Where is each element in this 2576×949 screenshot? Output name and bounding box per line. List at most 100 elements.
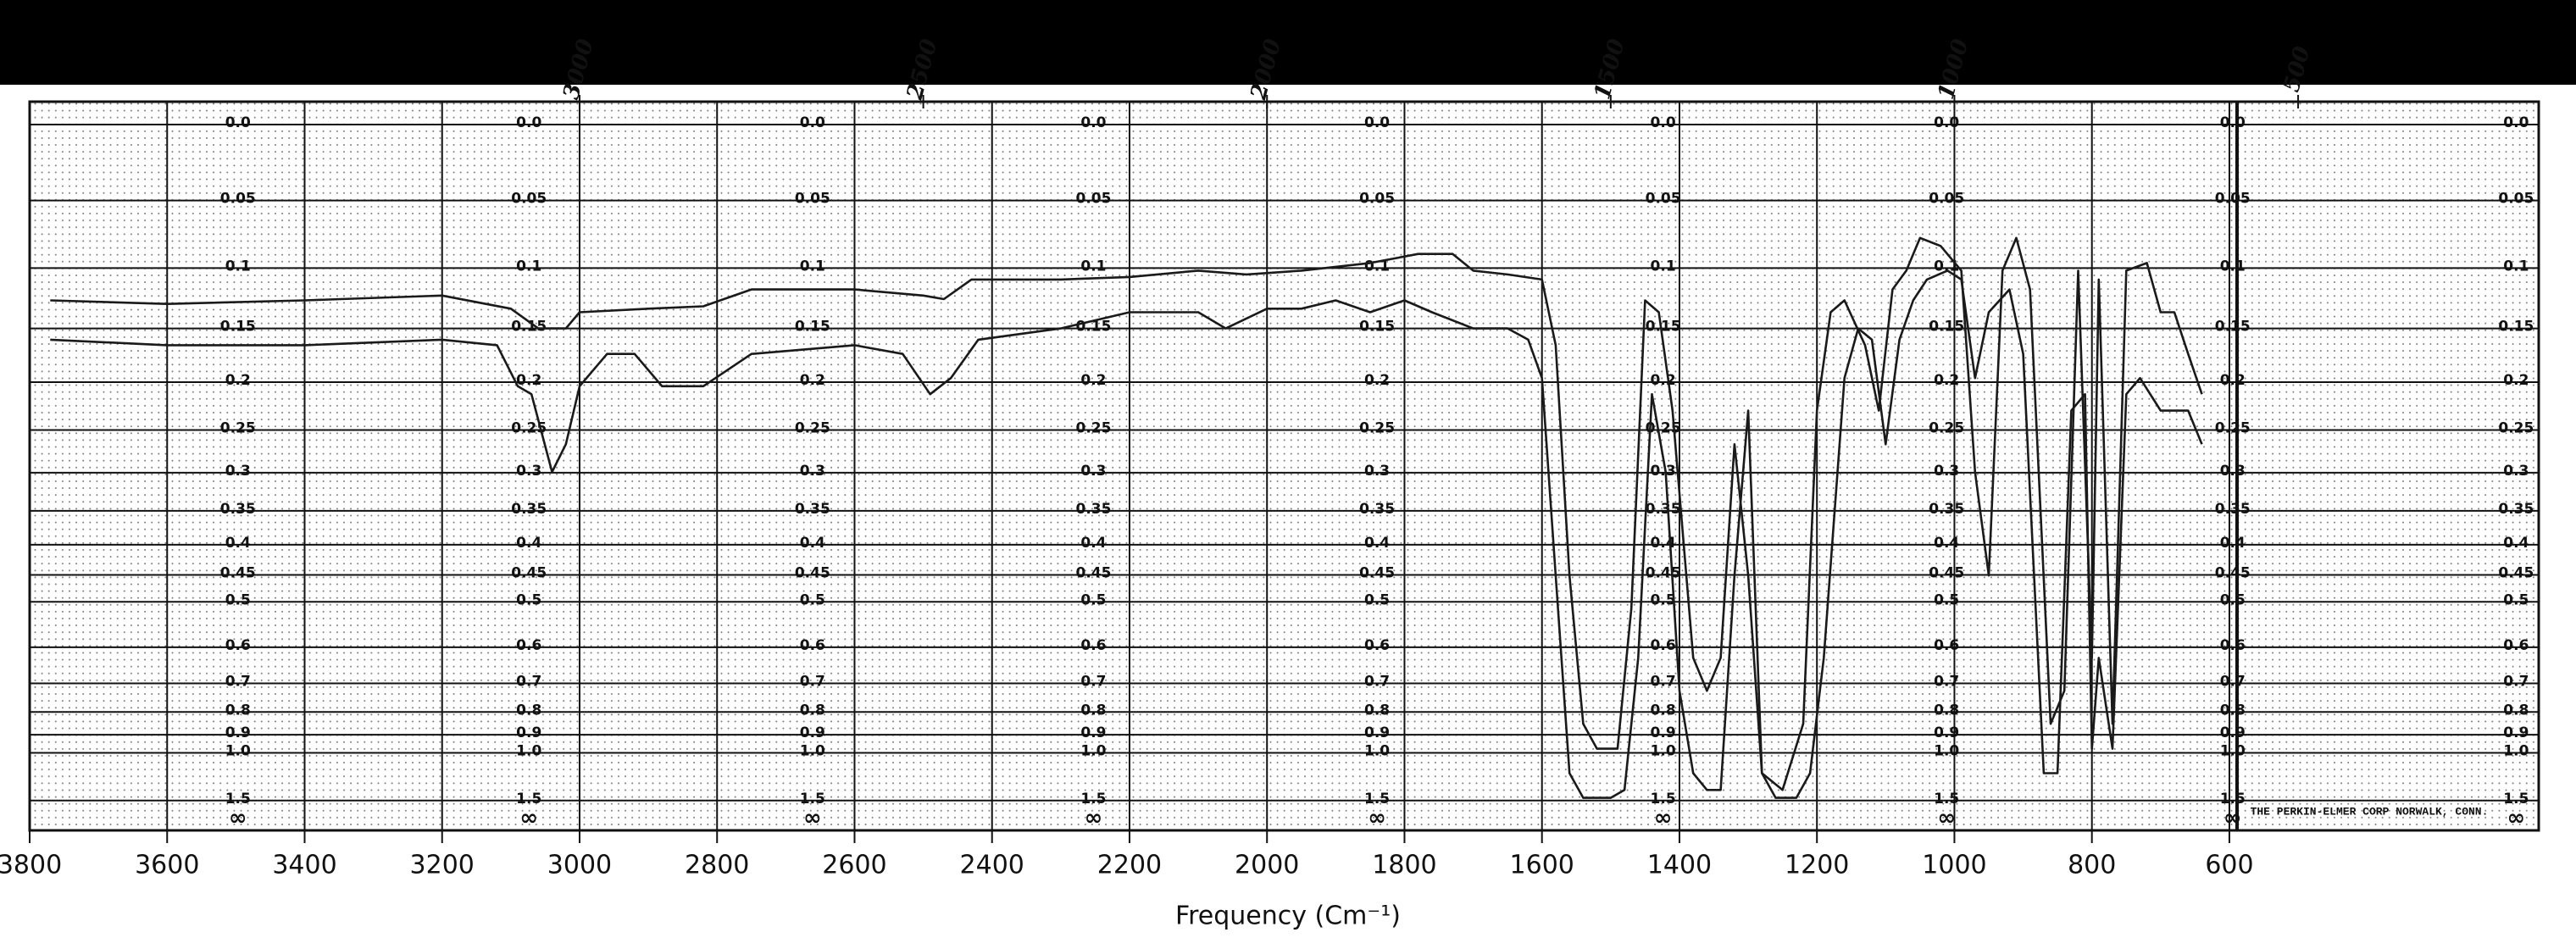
y-infinity-label: ∞ — [1654, 806, 1673, 831]
y-tick-label: 0.0 — [225, 114, 251, 131]
y-tick-label: 1.5 — [2220, 791, 2246, 807]
y-tick-label: 0.05 — [2498, 191, 2534, 208]
y-infinity-label: ∞ — [229, 806, 247, 831]
y-tick-label: 0.7 — [516, 673, 541, 690]
y-tick-label: 0.05 — [795, 191, 830, 208]
y-tick-label: 0.9 — [2220, 724, 2246, 741]
y-tick-label: 0.25 — [1359, 420, 1395, 437]
y-tick-label: 0.1 — [800, 258, 825, 275]
y-tick-label: 1.0 — [1364, 742, 1390, 759]
y-tick-label: 0.9 — [2503, 724, 2529, 741]
y-tick-label: 0.35 — [220, 501, 256, 518]
y-tick-label: 0.1 — [2220, 258, 2246, 275]
y-tick-label: 0.25 — [511, 420, 547, 437]
y-tick-label: 0.2 — [1364, 372, 1390, 389]
y-tick-label: 0.25 — [2215, 420, 2251, 437]
y-tick-label: 1.0 — [225, 742, 251, 759]
y-tick-label: 0.45 — [1359, 565, 1395, 582]
scan-border — [0, 0, 2576, 85]
y-tick-label: 0.35 — [2215, 501, 2251, 518]
y-tick-label: 0.9 — [1080, 724, 1106, 741]
y-tick-label: 0.15 — [1646, 319, 1681, 336]
y-infinity-label: ∞ — [1368, 806, 1386, 831]
x-tick-label: 2800 — [685, 851, 749, 880]
y-tick-label: 0.2 — [516, 372, 541, 389]
y-tick-label: 0.6 — [1364, 637, 1390, 654]
x-tick-label: 800 — [2068, 851, 2116, 880]
y-infinity-label: ∞ — [2223, 806, 2242, 831]
y-tick-label: 0.15 — [795, 319, 830, 336]
y-tick-label: 0.5 — [1080, 591, 1106, 608]
y-tick-label: 0.7 — [1934, 673, 1959, 690]
y-tick-label: 0.7 — [225, 673, 251, 690]
y-tick-label: 0.4 — [516, 535, 541, 552]
y-tick-label: 0.25 — [795, 420, 830, 437]
y-tick-label: 1.0 — [2220, 742, 2246, 759]
y-tick-label: 0.05 — [220, 191, 256, 208]
y-tick-label: 0.1 — [1934, 258, 1959, 275]
y-tick-label: 0.3 — [800, 463, 825, 480]
y-tick-label: 0.8 — [516, 702, 541, 719]
y-tick-label: 0.45 — [2215, 565, 2251, 582]
y-tick-label: 0.4 — [2220, 535, 2246, 552]
y-tick-label: 0.5 — [1364, 591, 1390, 608]
y-tick-label: 0.2 — [225, 372, 251, 389]
y-tick-label: 0.15 — [220, 319, 256, 336]
y-tick-label: 0.2 — [1651, 372, 1676, 389]
y-tick-label: 1.5 — [516, 791, 541, 807]
x-tick-label: 1400 — [1647, 851, 1712, 880]
y-tick-label: 0.25 — [1646, 420, 1681, 437]
y-tick-label: 1.5 — [225, 791, 251, 807]
y-tick-label: 0.2 — [2220, 372, 2246, 389]
y-tick-label: 0.4 — [1080, 535, 1106, 552]
y-tick-label: 0.15 — [2498, 319, 2534, 336]
y-tick-label: 0.7 — [1364, 673, 1390, 690]
y-tick-label: 1.5 — [1080, 791, 1106, 807]
y-tick-label: 1.0 — [516, 742, 541, 759]
y-tick-label: 0.1 — [1651, 258, 1676, 275]
y-tick-label: 0.0 — [1080, 114, 1106, 131]
y-tick-label: 1.5 — [1364, 791, 1390, 807]
y-infinity-label: ∞ — [1937, 806, 1956, 831]
y-tick-label: 0.25 — [1929, 420, 1964, 437]
y-tick-label: 0.3 — [1651, 463, 1676, 480]
x-tick-label: 3200 — [410, 851, 475, 880]
y-tick-label: 0.7 — [1651, 673, 1676, 690]
y-tick-label: 0.35 — [511, 501, 547, 518]
y-tick-label: 0.0 — [1934, 114, 1959, 131]
y-tick-label: 0.45 — [2498, 565, 2534, 582]
y-tick-label: 1.5 — [1934, 791, 1959, 807]
y-tick-label: 0.7 — [800, 673, 825, 690]
x-tick-label: 1800 — [1372, 851, 1436, 880]
y-tick-label: 0.8 — [1080, 702, 1106, 719]
y-tick-label: 1.0 — [2503, 742, 2529, 759]
y-tick-label: 0.8 — [2503, 702, 2529, 719]
y-tick-label: 0.5 — [225, 591, 251, 608]
y-tick-label: 0.0 — [2503, 114, 2529, 131]
y-tick-label: 0.9 — [1934, 724, 1959, 741]
y-tick-label: 0.3 — [1934, 463, 1959, 480]
y-tick-label: 0.9 — [516, 724, 541, 741]
y-tick-label: 0.4 — [800, 535, 825, 552]
y-tick-label: 0.05 — [1929, 191, 1964, 208]
y-tick-label: 0.1 — [225, 258, 251, 275]
x-axis-label: Frequency (Cm⁻¹) — [1175, 902, 1401, 931]
y-tick-label: 0.4 — [1651, 535, 1676, 552]
y-tick-label: 0.15 — [1359, 319, 1395, 336]
chart-paper — [30, 102, 2539, 830]
y-tick-label: 0.05 — [1075, 191, 1111, 208]
y-tick-label: 0.45 — [1646, 565, 1681, 582]
y-infinity-label: ∞ — [1085, 806, 1103, 831]
y-tick-label: 0.7 — [1080, 673, 1106, 690]
y-infinity-label: ∞ — [2507, 806, 2526, 831]
y-tick-label: 0.8 — [225, 702, 251, 719]
y-tick-label: 0.35 — [1359, 501, 1395, 518]
y-tick-label: 0.5 — [800, 591, 825, 608]
y-tick-label: 0.3 — [1080, 463, 1106, 480]
y-tick-label: 0.1 — [2503, 258, 2529, 275]
y-tick-label: 0.0 — [2220, 114, 2246, 131]
y-tick-label: 0.15 — [2215, 319, 2251, 336]
y-tick-label: 0.15 — [511, 319, 547, 336]
y-tick-label: 0.9 — [1651, 724, 1676, 741]
